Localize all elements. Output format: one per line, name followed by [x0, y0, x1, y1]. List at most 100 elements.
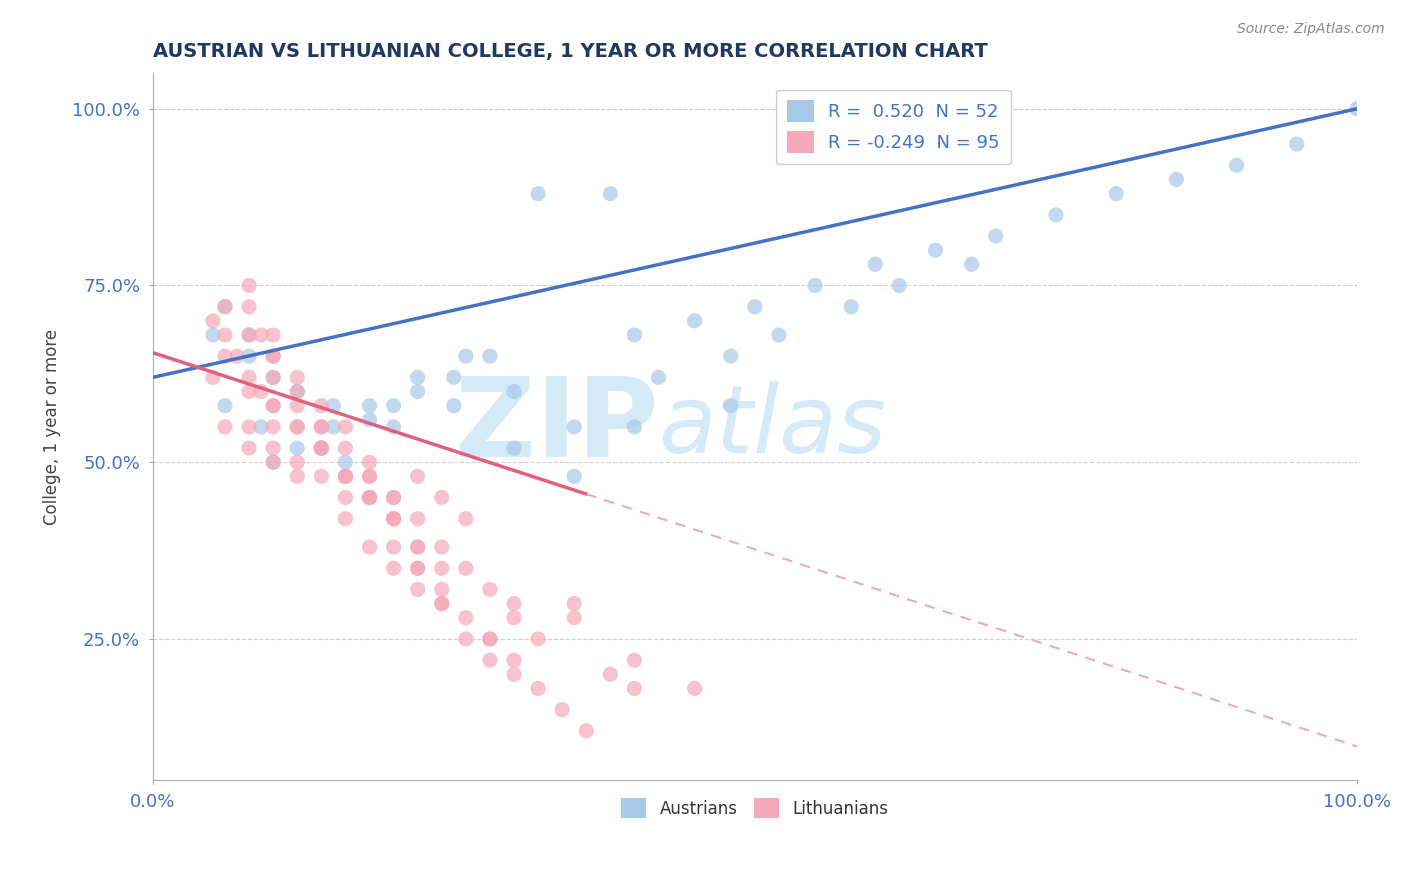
Point: [311, 441, 333, 455]
Point: [454, 611, 477, 625]
Point: [430, 582, 453, 597]
Point: [720, 349, 742, 363]
Point: [865, 257, 887, 271]
Point: [1225, 158, 1247, 172]
Point: [285, 469, 308, 483]
Point: [406, 540, 429, 554]
Point: [683, 681, 706, 696]
Point: [430, 597, 453, 611]
Point: [478, 349, 501, 363]
Point: [238, 300, 260, 314]
Point: [201, 314, 224, 328]
Point: [214, 420, 236, 434]
Point: [238, 328, 260, 343]
Point: [311, 399, 333, 413]
Point: [262, 399, 284, 413]
Point: [503, 611, 526, 625]
Point: [335, 455, 357, 469]
Point: [406, 561, 429, 575]
Text: ZIP: ZIP: [456, 374, 658, 481]
Point: [575, 723, 598, 738]
Point: [406, 512, 429, 526]
Point: [1045, 208, 1067, 222]
Point: [406, 582, 429, 597]
Point: [744, 300, 766, 314]
Point: [262, 349, 284, 363]
Point: [311, 441, 333, 455]
Point: [214, 300, 236, 314]
Point: [382, 512, 405, 526]
Point: [262, 420, 284, 434]
Point: [382, 491, 405, 505]
Point: [647, 370, 669, 384]
Point: [262, 455, 284, 469]
Point: [311, 420, 333, 434]
Point: [214, 349, 236, 363]
Point: [335, 469, 357, 483]
Point: [285, 441, 308, 455]
Point: [527, 632, 550, 646]
Point: [562, 469, 585, 483]
Point: [359, 540, 381, 554]
Point: [889, 278, 911, 293]
Point: [285, 384, 308, 399]
Point: [1166, 172, 1188, 186]
Point: [311, 420, 333, 434]
Point: [562, 420, 585, 434]
Point: [406, 469, 429, 483]
Point: [311, 441, 333, 455]
Point: [527, 186, 550, 201]
Point: [311, 441, 333, 455]
Point: [599, 186, 621, 201]
Point: [478, 653, 501, 667]
Point: [839, 300, 862, 314]
Point: [335, 512, 357, 526]
Point: [262, 455, 284, 469]
Point: [214, 328, 236, 343]
Point: [335, 491, 357, 505]
Point: [359, 399, 381, 413]
Point: [285, 455, 308, 469]
Text: AUSTRIAN VS LITHUANIAN COLLEGE, 1 YEAR OR MORE CORRELATION CHART: AUSTRIAN VS LITHUANIAN COLLEGE, 1 YEAR O…: [153, 42, 987, 61]
Point: [1105, 186, 1128, 201]
Point: [768, 328, 790, 343]
Point: [382, 512, 405, 526]
Point: [359, 491, 381, 505]
Point: [623, 681, 645, 696]
Point: [924, 243, 946, 257]
Point: [335, 469, 357, 483]
Text: Source: ZipAtlas.com: Source: ZipAtlas.com: [1237, 22, 1385, 37]
Point: [311, 441, 333, 455]
Point: [406, 561, 429, 575]
Point: [335, 420, 357, 434]
Y-axis label: College, 1 year or more: College, 1 year or more: [44, 329, 60, 524]
Point: [238, 349, 260, 363]
Point: [382, 399, 405, 413]
Point: [382, 540, 405, 554]
Point: [359, 469, 381, 483]
Point: [960, 257, 983, 271]
Point: [503, 384, 526, 399]
Point: [262, 370, 284, 384]
Point: [623, 328, 645, 343]
Point: [454, 632, 477, 646]
Point: [359, 491, 381, 505]
Point: [214, 399, 236, 413]
Point: [443, 399, 465, 413]
Point: [443, 370, 465, 384]
Point: [238, 328, 260, 343]
Point: [322, 399, 344, 413]
Point: [238, 370, 260, 384]
Point: [250, 384, 273, 399]
Point: [623, 420, 645, 434]
Point: [406, 370, 429, 384]
Point: [285, 420, 308, 434]
Point: [322, 420, 344, 434]
Point: [478, 632, 501, 646]
Point: [623, 653, 645, 667]
Point: [250, 420, 273, 434]
Point: [335, 469, 357, 483]
Point: [238, 441, 260, 455]
Point: [382, 491, 405, 505]
Point: [478, 632, 501, 646]
